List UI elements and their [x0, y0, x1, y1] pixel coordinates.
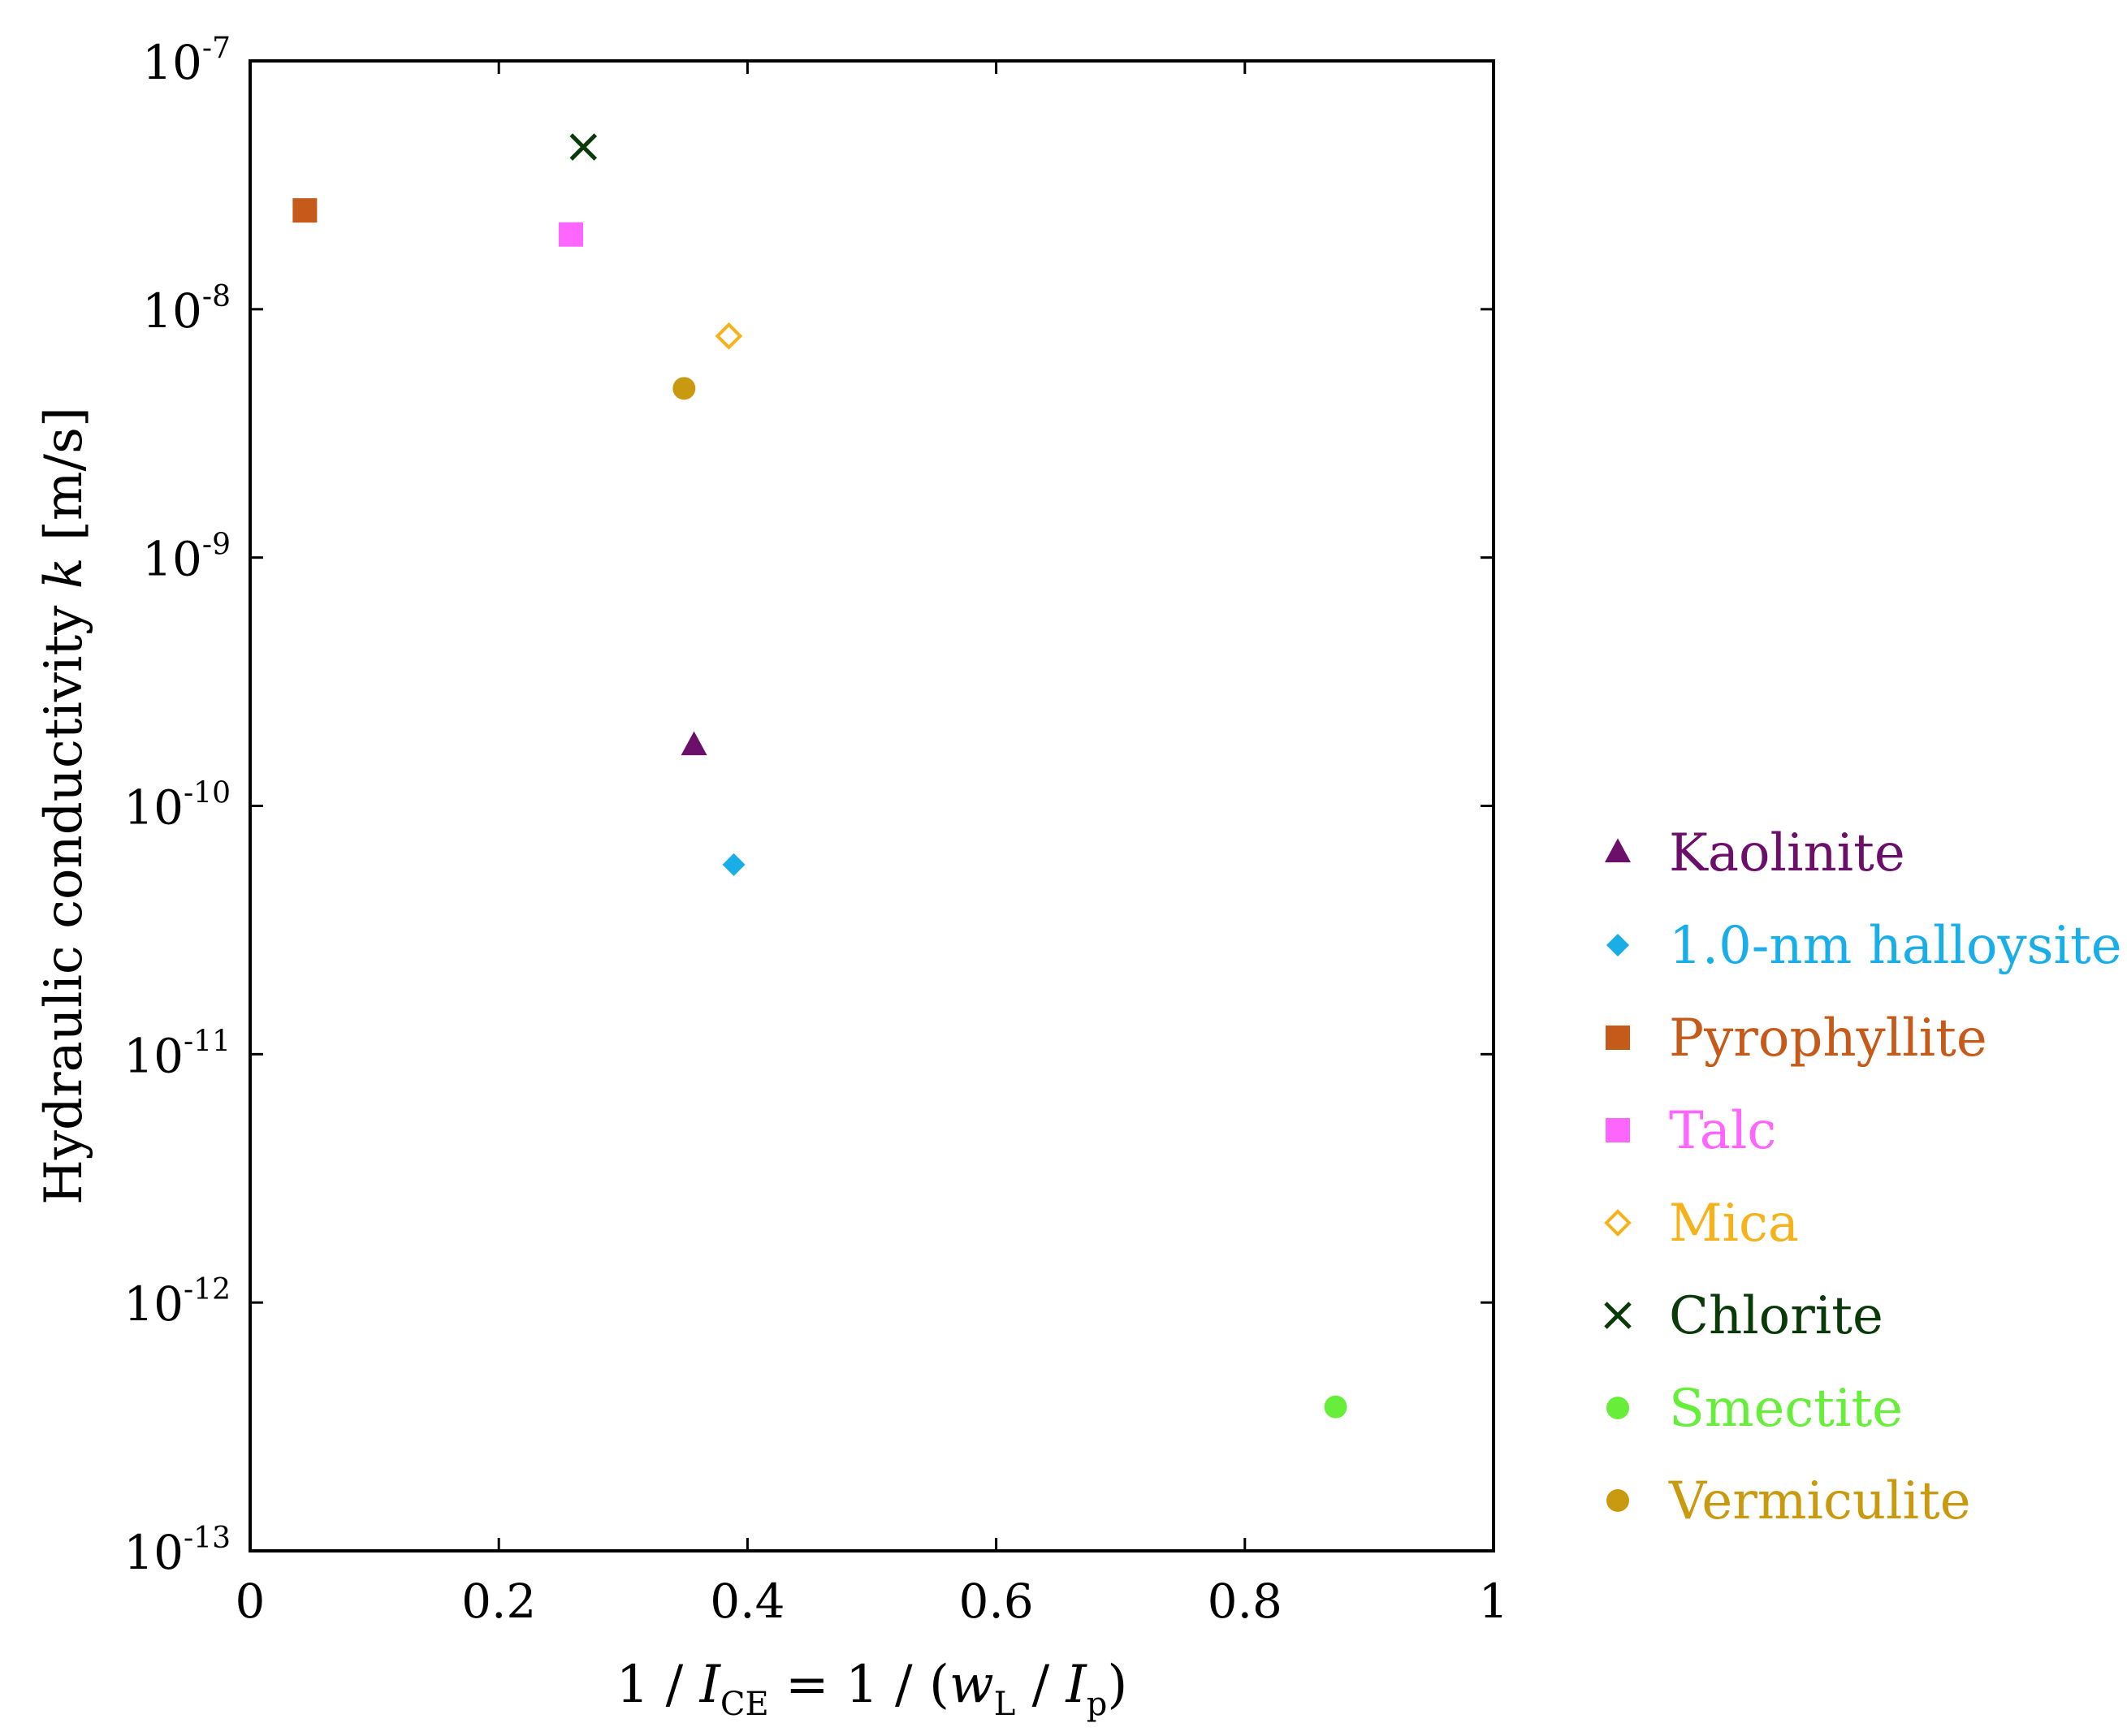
- data-point-vermiculite: [672, 377, 696, 400]
- plot-frame: [249, 59, 1495, 1552]
- xlabel-part: w: [949, 1655, 994, 1715]
- y-tick-base: 10: [123, 780, 184, 836]
- y-tick-exponent: -12: [184, 1273, 231, 1306]
- axis-titles: 1 / ICE = 1 / (wL / Ip)Hydraulic conduct…: [34, 407, 1127, 1723]
- axis-ticks: 0 0.2 0.4 0.6 0.8 110-710-810-910-1010-1110-1…: [123, 32, 1508, 1629]
- y-tick-label: 10-9: [142, 529, 231, 587]
- legend-label: Mica: [1669, 1194, 1799, 1254]
- y-tick-label: 10-13: [123, 1522, 231, 1580]
- legend-item-mica: Mica: [1604, 1194, 1799, 1254]
- data-point-smectite: [1324, 1395, 1347, 1419]
- legend-label: Smectite: [1669, 1379, 1903, 1439]
- y-tick-base: 10: [123, 1525, 184, 1580]
- xlabel-part: p: [1087, 1686, 1108, 1723]
- y-tick-base: 10: [123, 1028, 184, 1083]
- legend-marker-talc: [1606, 1118, 1630, 1142]
- data-point-talc: [558, 222, 583, 247]
- y-tick-label: 10-12: [123, 1273, 231, 1332]
- y-tick-label: 10-7: [142, 32, 231, 90]
- y-axis-title: Hydraulic conductivity k [m/s]: [34, 407, 94, 1205]
- x-tick-label: 1: [1479, 1574, 1509, 1629]
- legend-label: Vermiculite: [1668, 1471, 1971, 1531]
- xlabel-part: I: [699, 1655, 722, 1715]
- legend-label: Chlorite: [1669, 1286, 1883, 1346]
- legend-marker-smectite: [1606, 1397, 1629, 1419]
- data-point-mica: [715, 322, 743, 350]
- x-tick-label: 0.6: [958, 1574, 1033, 1629]
- legend-marker-1-0-nm-halloysite: [1606, 934, 1629, 957]
- data-point-chlorite: [569, 133, 598, 161]
- ylabel-part: Hydraulic conductivity: [34, 589, 94, 1205]
- data-point-pyrophyllite: [292, 198, 318, 223]
- legend-marker-kaolinite: [1605, 838, 1631, 862]
- xlabel-part: CE: [720, 1686, 769, 1723]
- legend-marker-chlorite: [1604, 1302, 1632, 1329]
- legend-item-smectite: Smectite: [1606, 1379, 1903, 1439]
- data-points: [292, 133, 1347, 1419]
- xlabel-part: I: [1066, 1655, 1088, 1715]
- x-axis-title: 1 / ICE = 1 / (wL / Ip): [616, 1655, 1128, 1723]
- y-tick-exponent: -10: [184, 777, 231, 810]
- xlabel-part: ): [1107, 1655, 1127, 1715]
- legend-label: 1.0-nm halloysite: [1669, 916, 2122, 976]
- y-tick-exponent: -11: [184, 1025, 231, 1058]
- xlabel-part: /: [1015, 1655, 1066, 1715]
- x-tick-label: 0.2: [461, 1574, 536, 1629]
- ylabel-part: k: [34, 557, 94, 589]
- y-tick-base: 10: [142, 35, 202, 90]
- legend-item-pyrophyllite: Pyrophyllite: [1606, 1008, 1987, 1069]
- y-tick-exponent: -13: [184, 1522, 231, 1555]
- y-tick-base: 10: [123, 1276, 184, 1332]
- legend-item-kaolinite: Kaolinite: [1605, 823, 1905, 883]
- legend-marker-pyrophyllite: [1606, 1026, 1630, 1050]
- y-tick-exponent: -9: [202, 529, 231, 562]
- y-tick-label: 10-8: [142, 280, 231, 339]
- legend-item-talc: Talc: [1606, 1101, 1776, 1161]
- y-tick-label: 10-11: [123, 1025, 231, 1083]
- y-tick-exponent: -8: [202, 280, 231, 313]
- legend-marker-mica: [1604, 1209, 1632, 1237]
- x-tick-label: 0.8: [1208, 1574, 1282, 1629]
- x-tick-label: 0.4: [710, 1574, 785, 1629]
- legend-label: Kaolinite: [1669, 823, 1905, 883]
- y-tick-exponent: -7: [202, 32, 231, 65]
- data-point-kaolinite: [681, 731, 707, 756]
- data-point-1-0-nm-halloysite: [722, 853, 746, 876]
- legend-item-1-0-nm-halloysite: 1.0-nm halloysite: [1606, 916, 2122, 976]
- legend-item-chlorite: Chlorite: [1604, 1286, 1883, 1346]
- legend-label: Talc: [1669, 1101, 1776, 1161]
- legend-item-vermiculite: Vermiculite: [1606, 1471, 1971, 1531]
- x-tick-label: 0: [236, 1574, 266, 1629]
- legend: Kaolinite 1.0-nm halloysite Pyrophyllite Ta…: [1604, 823, 2122, 1531]
- legend-marker-vermiculite: [1606, 1489, 1629, 1512]
- ylabel-part: [m/s]: [34, 407, 94, 557]
- xlabel-part: 1 /: [616, 1655, 700, 1715]
- xlabel-part: = 1 / (: [769, 1655, 949, 1715]
- y-tick-label: 10-10: [123, 777, 231, 836]
- y-tick-base: 10: [142, 532, 202, 587]
- legend-label: Pyrophyllite: [1669, 1008, 1987, 1069]
- xlabel-part: L: [994, 1686, 1016, 1723]
- y-tick-base: 10: [142, 283, 202, 339]
